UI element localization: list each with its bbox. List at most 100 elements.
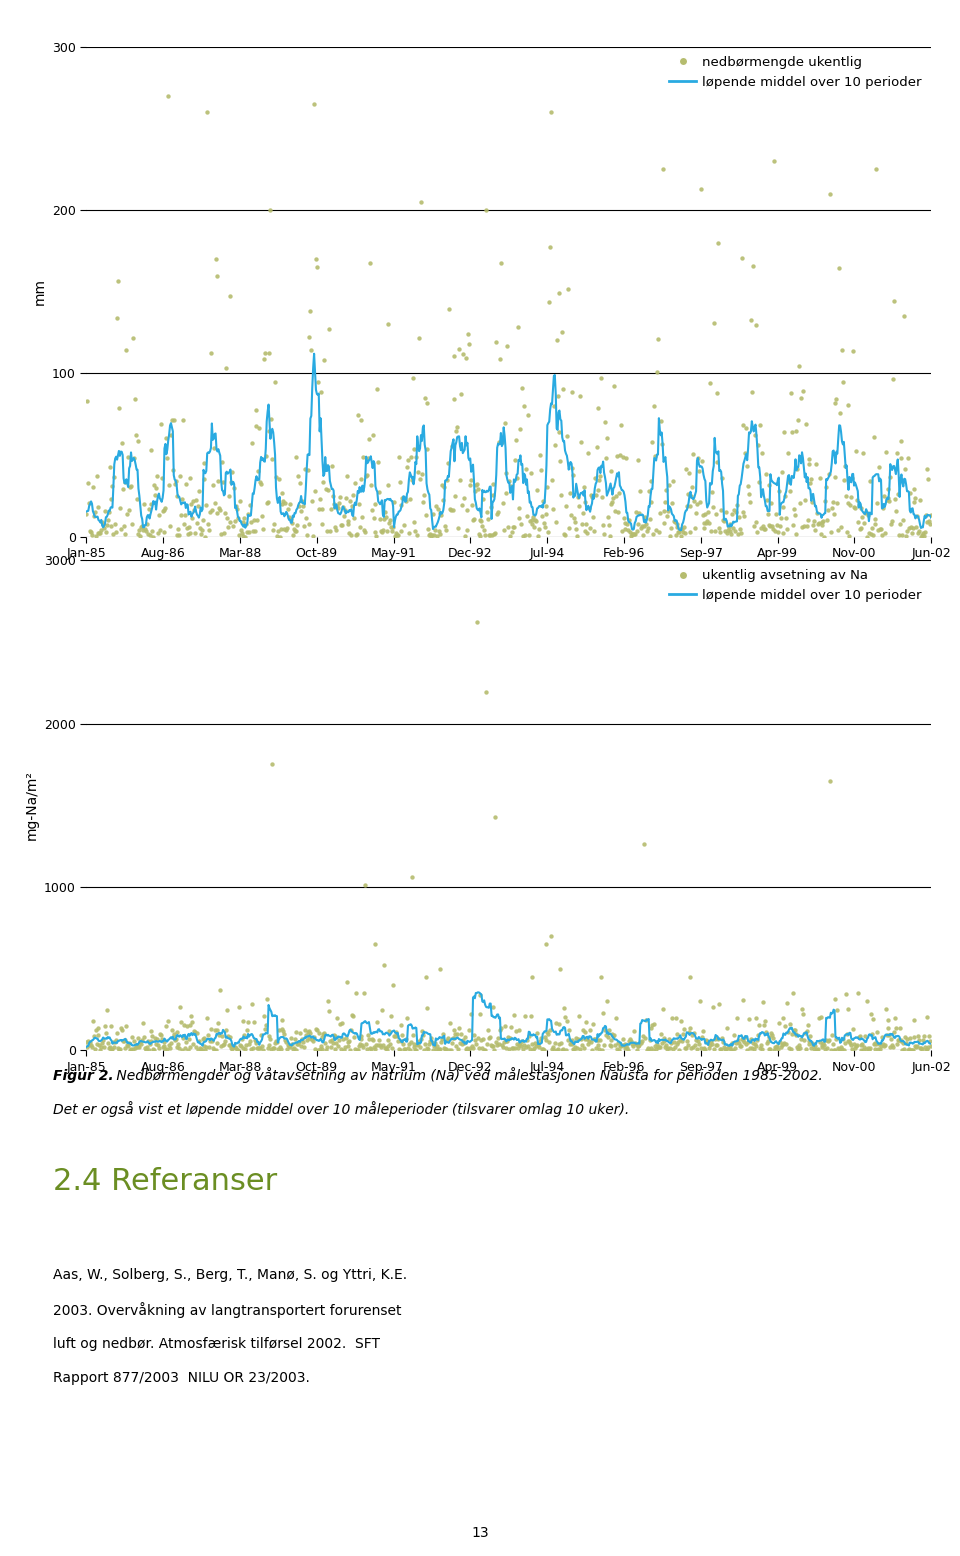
- Point: [524, 1032, 540, 1057]
- Point: [231, 994, 247, 1019]
- Point: [495, 1035, 511, 1060]
- Point: [356, 980, 372, 1005]
- Point: [127, 387, 142, 412]
- Point: [835, 1027, 851, 1052]
- Point: [560, 277, 575, 302]
- Point: [579, 1010, 594, 1035]
- Point: [897, 1036, 912, 1061]
- Point: [373, 1035, 389, 1060]
- Point: [615, 1027, 631, 1052]
- Point: [139, 512, 155, 537]
- Point: [439, 1036, 454, 1061]
- Point: [322, 999, 337, 1024]
- Point: [453, 1021, 468, 1046]
- Point: [220, 1024, 235, 1049]
- Point: [293, 1021, 308, 1046]
- Point: [296, 1030, 311, 1055]
- Point: [608, 1032, 623, 1057]
- Point: [686, 1021, 702, 1046]
- Point: [622, 520, 637, 545]
- Point: [616, 1033, 632, 1058]
- Point: [80, 1035, 95, 1060]
- Point: [195, 1025, 210, 1050]
- Point: [349, 1038, 365, 1063]
- Point: [156, 520, 171, 545]
- Point: [250, 507, 265, 532]
- Point: [108, 1027, 124, 1052]
- Point: [161, 1032, 177, 1057]
- Point: [366, 506, 381, 531]
- Point: [531, 517, 546, 541]
- Point: [204, 498, 220, 523]
- Point: [805, 1033, 821, 1058]
- Point: [738, 1032, 754, 1057]
- Point: [652, 1035, 667, 1060]
- Point: [262, 1024, 277, 1049]
- Point: [798, 1036, 813, 1061]
- Point: [449, 1021, 465, 1046]
- Point: [462, 331, 477, 356]
- Point: [782, 478, 798, 503]
- Point: [490, 1032, 505, 1057]
- Point: [130, 1033, 145, 1058]
- Point: [684, 1035, 699, 1060]
- Point: [443, 496, 458, 521]
- Point: [667, 509, 683, 534]
- Point: [689, 1036, 705, 1061]
- Point: [701, 1030, 716, 1055]
- Point: [351, 492, 367, 517]
- Point: [673, 1029, 688, 1053]
- Point: [446, 386, 462, 411]
- Point: [540, 1019, 555, 1044]
- Point: [890, 482, 905, 507]
- Point: [769, 512, 784, 537]
- Point: [486, 482, 501, 507]
- Point: [424, 1030, 440, 1055]
- Point: [499, 1029, 515, 1053]
- Point: [718, 499, 733, 524]
- Point: [583, 1018, 598, 1043]
- Point: [154, 465, 169, 490]
- Point: [199, 1035, 214, 1060]
- Point: [325, 484, 341, 509]
- Point: [917, 1035, 932, 1060]
- Point: [824, 495, 839, 520]
- Point: [114, 1018, 130, 1043]
- Point: [628, 499, 643, 524]
- Point: [144, 492, 159, 517]
- Point: [827, 987, 842, 1011]
- Point: [626, 521, 641, 546]
- Point: [271, 1018, 286, 1043]
- Point: [728, 518, 743, 543]
- Point: [478, 198, 493, 223]
- Point: [822, 1027, 837, 1052]
- Point: [227, 1035, 242, 1060]
- Point: [730, 493, 745, 518]
- Point: [559, 495, 574, 520]
- Point: [779, 1032, 794, 1057]
- Point: [488, 804, 503, 829]
- Point: [810, 1036, 826, 1061]
- Point: [795, 1002, 810, 1027]
- Point: [807, 1033, 823, 1058]
- Point: [324, 496, 339, 521]
- Point: [186, 1019, 202, 1044]
- Point: [156, 498, 172, 523]
- Point: [697, 510, 712, 535]
- Point: [516, 1033, 532, 1058]
- Point: [840, 492, 855, 517]
- Point: [92, 1033, 108, 1058]
- Point: [288, 1038, 303, 1063]
- Point: [635, 513, 650, 538]
- Point: [670, 512, 685, 537]
- Point: [493, 251, 509, 275]
- Point: [782, 1011, 798, 1036]
- Point: [770, 1036, 785, 1061]
- Point: [599, 990, 614, 1015]
- Point: [197, 451, 212, 476]
- Point: [266, 1035, 281, 1060]
- Point: [172, 1035, 187, 1060]
- Point: [123, 1038, 138, 1063]
- Point: [279, 515, 295, 540]
- Point: [213, 521, 228, 546]
